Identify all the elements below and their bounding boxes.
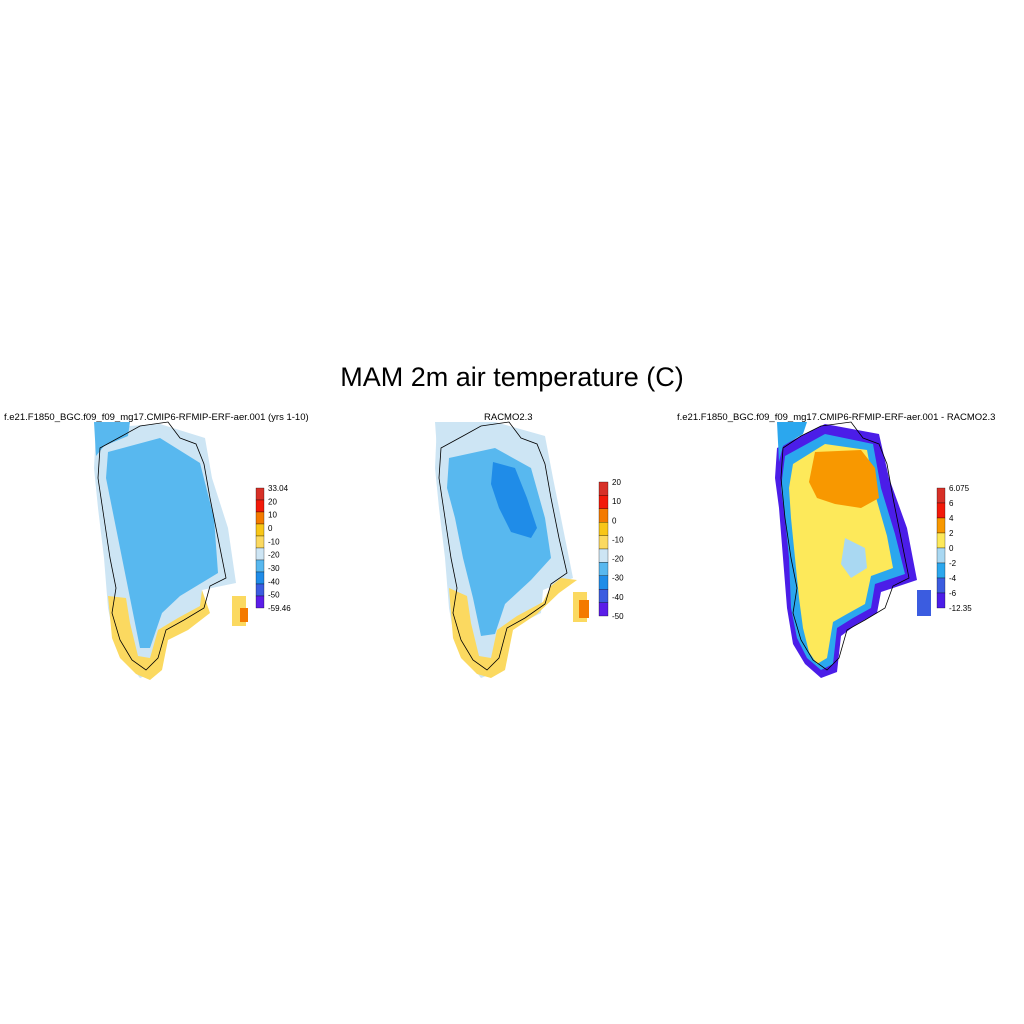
colorbar-tick-label: 6: [949, 499, 954, 508]
colorbar-swatch: [255, 499, 265, 513]
north-warm-anomaly: [809, 450, 879, 508]
nw-corner-fill: [435, 422, 475, 450]
ice-cap-island: [917, 590, 931, 616]
colorbar-tick-label: 0: [612, 516, 617, 525]
colorbar-tick-label: -20: [612, 555, 624, 564]
greenland-map: 6.075 6 4 2 0 -2 -4 -6 -12.35: [775, 421, 972, 678]
colorbar-tick-label: 0: [268, 524, 273, 533]
colorbar-tick-label: 6.075: [949, 484, 970, 493]
ice-interior: [106, 438, 218, 648]
colorbar-swatch: [255, 547, 265, 561]
colorbar-swatch: [255, 559, 265, 573]
colorbar-swatch: [936, 592, 946, 609]
colorbar-tick-label: -30: [612, 574, 624, 583]
colorbar-tick-label: -10: [268, 537, 280, 546]
panel-title: f.e21.F1850_BGC.f09_f09_mg17.CMIP6-RFMIP…: [4, 412, 309, 423]
nw-corner-fill: [94, 422, 130, 456]
colorbar-swatch: [598, 575, 609, 590]
colorbar-tick-label: 33.04: [268, 484, 289, 493]
greenland-map: 33.04 20 10 0 -10 -20 -30 -40 -50 -59.46: [94, 421, 291, 680]
panel-title: f.e21.F1850_BGC.f09_f09_mg17.CMIP6-RFMIP…: [677, 412, 996, 423]
colorbar: 20 10 0 -10 -20 -30 -40 -50: [598, 478, 624, 621]
ice-cap-island-warm: [579, 600, 589, 618]
colorbar-swatch: [936, 517, 946, 534]
colorbar-swatch: [936, 502, 946, 519]
colorbar-swatch: [598, 495, 609, 509]
colorbar-swatch: [936, 562, 946, 579]
colorbar-tick-label: -30: [268, 564, 280, 573]
colorbar-swatch: [598, 602, 609, 617]
colorbar: 6.075 6 4 2 0 -2 -4 -6 -12.35: [936, 484, 972, 613]
colorbar-tick-label: 0: [949, 544, 954, 553]
colorbar-swatch: [598, 508, 609, 523]
colorbar-swatch: [598, 562, 609, 576]
coastline: [438, 421, 568, 671]
colorbar-tick-label: -6: [949, 589, 957, 598]
coastline: [780, 421, 910, 671]
panel-model: f.e21.F1850_BGC.f09_f09_mg17.CMIP6-RFMIP…: [0, 408, 345, 698]
colorbar-swatch: [255, 523, 265, 537]
panel-difference: f.e21.F1850_BGC.f09_f09_mg17.CMIP6-RFMIP…: [675, 408, 1024, 698]
colorbar-tick-label: 20: [268, 497, 277, 506]
colorbar-swatch: [255, 511, 265, 525]
colorbar-tick-label: -50: [268, 591, 280, 600]
colorbar-swatch: [936, 547, 946, 564]
ice-core-cold: [491, 462, 537, 538]
panel-racmo: RACMO2.3 20 10 0 -10 -20 -30 -40 -50: [345, 408, 675, 698]
colorbar-swatch: [255, 535, 265, 549]
colorbar-swatch: [255, 571, 265, 585]
colorbar-tick-label: -40: [612, 593, 624, 602]
colorbar-tick-label: 2: [949, 529, 954, 538]
colorbar-tick-label: -12.35: [949, 604, 972, 613]
coast-warm-south: [108, 590, 210, 680]
colorbar-tick-label: -20: [268, 551, 280, 560]
colorbar-tick-label: 10: [612, 497, 621, 506]
colorbar-swatch: [936, 532, 946, 549]
figure-title: MAM 2m air temperature (C): [340, 362, 684, 392]
colorbar-tick-label: 20: [612, 478, 621, 487]
colorbar: 33.04 20 10 0 -10 -20 -30 -40 -50 -59.46: [255, 484, 291, 613]
colorbar-swatch: [255, 487, 265, 501]
colorbar-tick-label: -59.46: [268, 604, 291, 613]
colorbar-swatch: [598, 535, 609, 550]
nw-corner-fill: [777, 422, 807, 462]
colorbar-tick-label: -4: [949, 574, 957, 583]
colorbar-tick-label: -40: [268, 577, 280, 586]
colorbar-swatch: [598, 481, 609, 496]
colorbar-tick-label: -10: [612, 535, 624, 544]
colorbar-tick-label: -2: [949, 559, 957, 568]
colorbar-swatch: [598, 548, 609, 563]
interior-cool-patch: [841, 538, 867, 578]
colorbar-swatch: [598, 589, 609, 603]
colorbar-swatch: [255, 595, 265, 609]
colorbar-swatch: [936, 577, 946, 594]
colorbar-swatch: [255, 583, 265, 597]
colorbar-swatch: [936, 487, 946, 504]
ice-cap-island-warm: [240, 608, 248, 622]
colorbar-tick-label: -50: [612, 612, 624, 621]
colorbar-swatch: [598, 522, 609, 536]
coastline: [97, 421, 227, 671]
panel-title: RACMO2.3: [484, 412, 533, 423]
greenland-map: 20 10 0 -10 -20 -30 -40 -50: [435, 421, 624, 678]
colorbar-tick-label: 10: [268, 511, 277, 520]
colorbar-tick-label: 4: [949, 514, 954, 523]
